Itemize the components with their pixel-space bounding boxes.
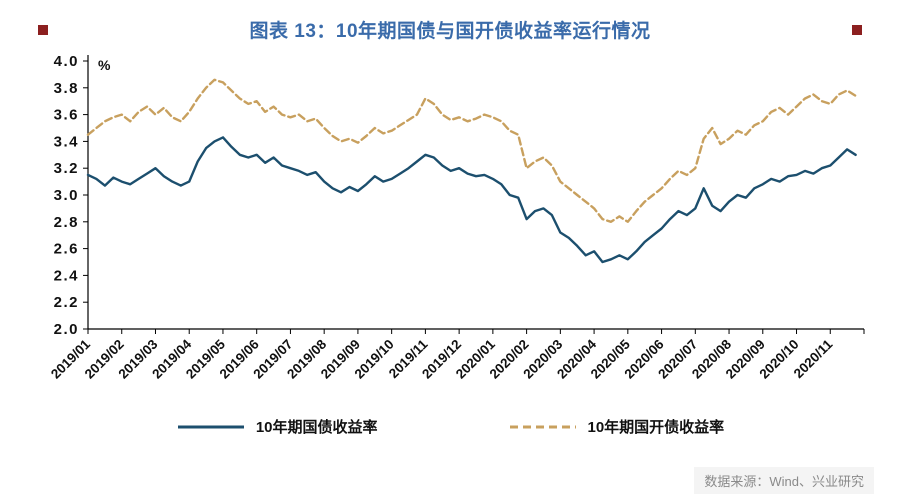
accent-square-left	[38, 24, 48, 35]
y-tick-label: 3.6	[54, 107, 79, 124]
legend-label-treasury: 10年期国债收益率	[255, 419, 378, 436]
treasury-line-swatch	[177, 425, 244, 428]
cdb-line-swatch	[509, 425, 576, 428]
legend-label-cdb: 10年期国开债收益率	[587, 419, 725, 436]
y-tick-label: 2.6	[54, 241, 79, 258]
y-tick-label: 4.0	[54, 53, 79, 70]
y-tick-label: 3.0	[54, 187, 79, 204]
y-tick-label: 3.4	[54, 133, 79, 150]
y-tick-label: 2.0	[54, 321, 79, 338]
y-tick-label: 2.4	[54, 267, 79, 284]
yield-line-chart: 4.03.83.63.43.23.02.82.62.42.22.0%2019/0…	[48, 53, 865, 382]
legend-item-cdb: 10年期国开债收益率	[508, 416, 725, 437]
x-tick-label: 2020/11	[791, 336, 836, 381]
legend-item-treasury: 10年期国债收益率	[176, 416, 378, 437]
series-line-1	[86, 78, 857, 224]
accent-square-right	[852, 24, 862, 35]
y-tick-label: 2.2	[54, 294, 79, 311]
chart-header: 图表 13：10年期国债与国开债收益率运行情况	[0, 0, 900, 49]
chart-area: 4.0 3.8 3.6 3.4 3.2 3.0 2.8 2.6 2.4 2.2 2.0% 2019/0…	[0, 49, 900, 414]
y-tick-label: 3.8	[54, 80, 79, 97]
page-title: 图表 13：10年期国债与国开债收益率运行情况	[249, 21, 651, 42]
y-tick-label: 2.8	[54, 214, 79, 231]
data-source-note: 数据来源：Wind、兴业研究	[694, 467, 874, 494]
chart-legend: 10年期国债收益率 10年期国开债收益率	[0, 416, 900, 437]
y-tick-label: 3.2	[54, 160, 79, 177]
series-line-0	[86, 136, 857, 264]
y-axis-unit-label: %	[98, 57, 111, 73]
